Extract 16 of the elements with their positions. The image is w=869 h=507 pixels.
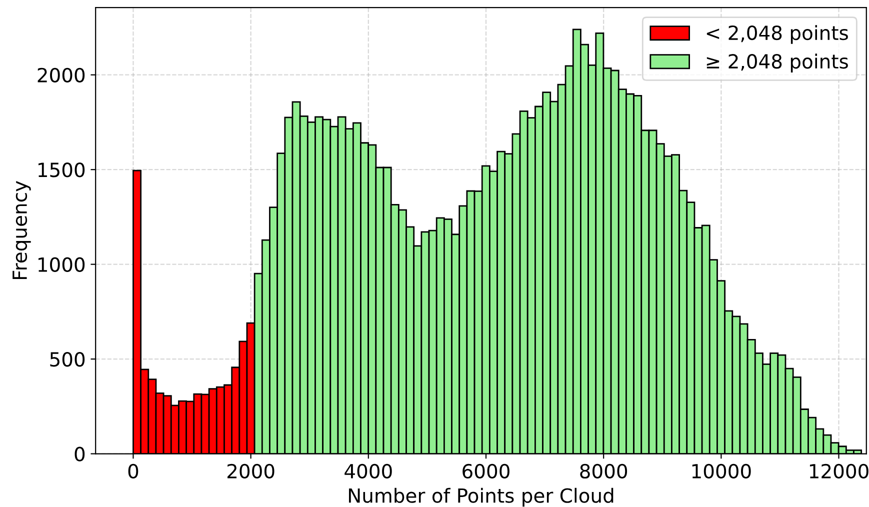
y-tick-label: 500	[50, 352, 85, 367]
x-tick-label: 8000	[580, 464, 628, 479]
x-tick-label: 6000	[462, 464, 510, 479]
x-tick-label: 12000	[810, 464, 868, 479]
y-axis-title: Frequency	[12, 181, 31, 279]
y-tick-label: 1000	[38, 257, 85, 272]
x-axis-title: Number of Points per Cloud	[348, 488, 614, 507]
x-tick-label: 2000	[227, 464, 274, 479]
y-tick-label: 1500	[38, 162, 85, 178]
x-tick-label: 0	[128, 464, 138, 479]
x-tick-label: 4000	[344, 464, 392, 479]
x-tick-label: 10000	[692, 464, 751, 479]
legend-label: < 2,048 points	[706, 25, 848, 44]
y-tick-label: 2000	[38, 68, 85, 83]
legend-label: ≥ 2,048 points	[706, 54, 848, 72]
y-tick-label: 0	[74, 446, 85, 462]
